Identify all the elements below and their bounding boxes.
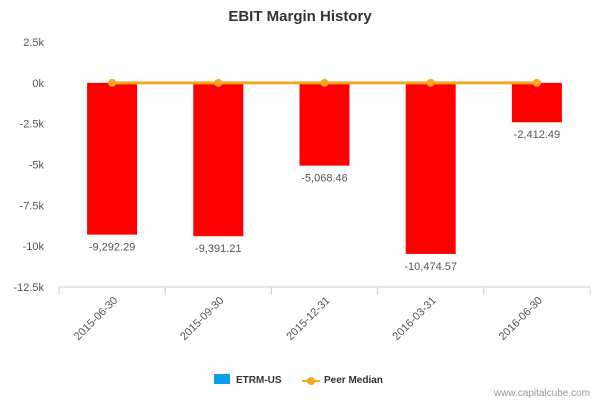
data-label: -2,412.49 <box>514 129 560 141</box>
y-tick-label: -5k <box>29 160 45 172</box>
legend-label-etrm: ETRM-US <box>236 375 282 386</box>
y-tick-label: -2.5k <box>20 119 45 131</box>
x-tick-label: 2016-06-30 <box>497 295 545 343</box>
bar-2015-12-31[interactable] <box>299 82 350 166</box>
data-label: -5,068.46 <box>301 173 347 185</box>
peer-median-point[interactable] <box>426 78 435 87</box>
legend-label-peer-median: Peer Median <box>324 375 383 386</box>
legend[interactable]: ETRM-US Peer Median <box>214 374 383 386</box>
x-axis: 2015-06-30 2015-09-30 2015-12-31 2016-03-31… <box>58 286 591 343</box>
bar-series <box>87 82 562 254</box>
peer-median-point[interactable] <box>108 78 117 87</box>
x-tick-label: 2015-06-30 <box>72 295 120 343</box>
y-tick-label: -10k <box>23 241 45 253</box>
x-tick-label: 2015-09-30 <box>178 295 226 343</box>
peer-median-point[interactable] <box>532 78 541 87</box>
data-label: -9,391.21 <box>195 243 241 255</box>
legend-swatch-peer-dot <box>307 377 315 385</box>
bar-2015-06-30[interactable] <box>87 82 138 235</box>
y-tick-label: 0k <box>32 78 44 90</box>
bar-2015-09-30[interactable] <box>193 82 244 237</box>
data-label: -9,292.29 <box>89 242 135 254</box>
y-axis: 2.5k 0k -2.5k -5k -7.5k -10k -12.5k <box>13 37 44 294</box>
data-label: -10,474.57 <box>404 261 457 273</box>
y-tick-label: -7.5k <box>20 200 45 212</box>
x-tick-label: 2015-12-31 <box>284 295 332 343</box>
bar-2016-03-31[interactable] <box>405 82 456 254</box>
x-tick-label: 2016-03-31 <box>391 295 439 343</box>
bar-2016-06-30[interactable] <box>511 82 562 123</box>
peer-median-point[interactable] <box>320 78 329 87</box>
peer-median-point[interactable] <box>214 78 223 87</box>
chart-title: EBIT Margin History <box>228 8 372 25</box>
credit-text: www.capitalcube.com <box>493 388 590 399</box>
peer-median-series <box>108 78 541 87</box>
y-tick-label: -12.5k <box>13 282 44 294</box>
legend-swatch-etrm <box>214 374 230 384</box>
data-labels: -9,292.29 -9,391.21 -5,068.46 -10,474.57 -2,… <box>89 129 560 273</box>
y-tick-label: 2.5k <box>23 37 44 49</box>
